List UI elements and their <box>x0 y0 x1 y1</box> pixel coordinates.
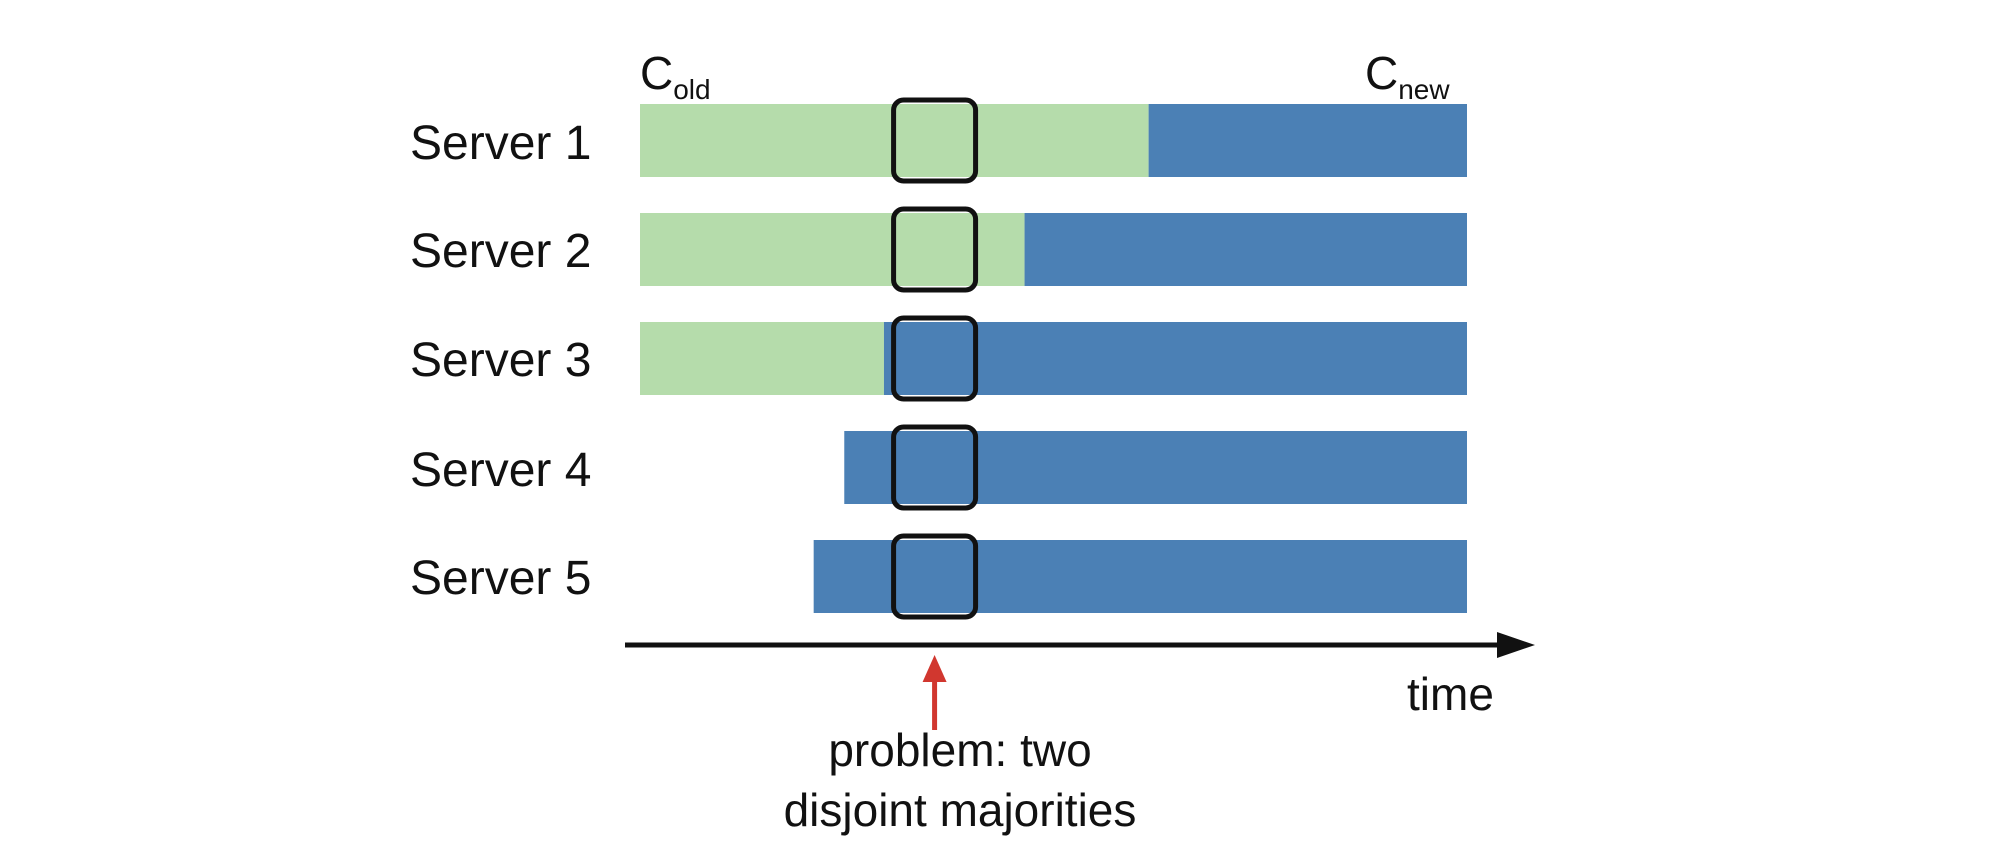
server-3-new-config-bar <box>883 322 1467 395</box>
server-3-problem-box <box>891 315 979 402</box>
server-label-3: Server 3 <box>410 334 592 387</box>
server-1-problem-box <box>891 97 979 184</box>
time-axis <box>625 632 1535 658</box>
server-5-problem-box <box>891 533 979 620</box>
c-old-label: Cold <box>640 47 711 105</box>
server-2-problem-box <box>891 206 979 293</box>
server-4-new-config-bar <box>844 431 1467 504</box>
problem-arrow <box>922 655 947 730</box>
server-2-old-config-bar <box>640 213 1025 286</box>
server-label-1: Server 1 <box>410 117 592 170</box>
server-1-new-config-bar <box>1148 104 1467 177</box>
server-label-2: Server 2 <box>410 225 592 278</box>
server-2-new-config-bar <box>1024 213 1467 286</box>
problem-label-line-1: problem: two <box>828 724 1092 776</box>
problem-label-line-2: disjoint majorities <box>783 784 1137 836</box>
time-axis-arrowhead <box>1497 632 1535 658</box>
server-timelines <box>640 104 1467 613</box>
server-4-problem-box <box>891 424 979 511</box>
problem-arrow-head <box>922 655 947 682</box>
server-5-new-config-bar <box>813 540 1467 613</box>
server-3-old-config-bar <box>640 322 884 395</box>
time-label: time <box>1407 668 1494 720</box>
problem-boxes <box>891 97 979 620</box>
server-label-4: Server 4 <box>410 444 592 497</box>
server-label-5: Server 5 <box>410 552 592 605</box>
problem-label: problem: two disjoint majorities <box>700 720 1220 840</box>
c-new-label: Cnew <box>1365 47 1450 105</box>
